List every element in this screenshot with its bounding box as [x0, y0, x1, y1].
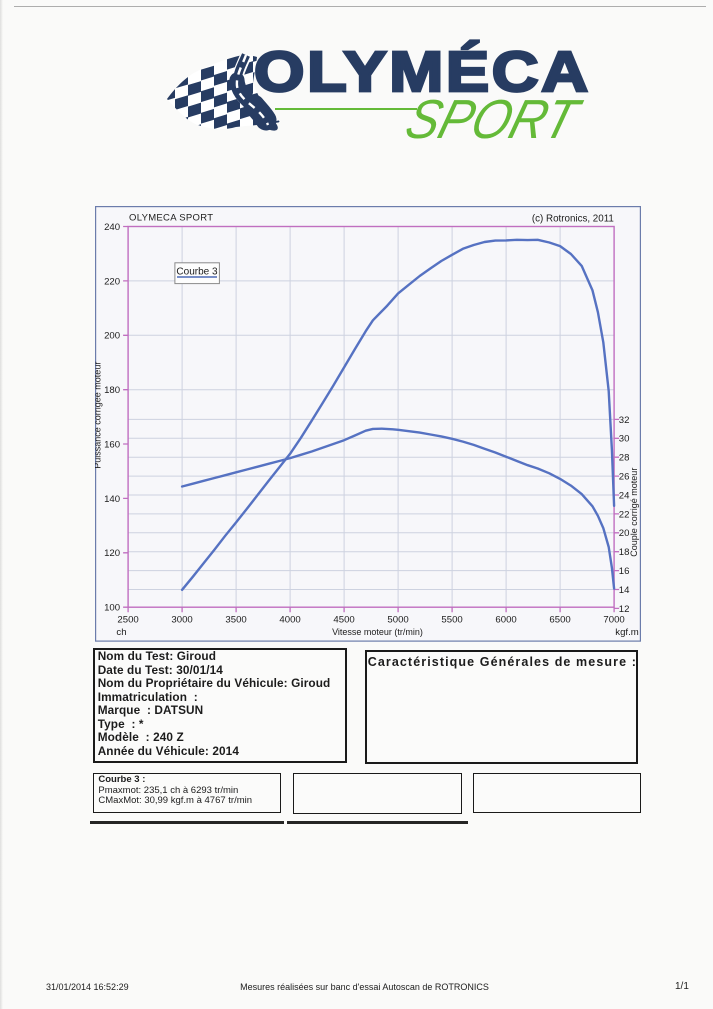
svg-text:Courbe 3: Courbe 3	[176, 266, 218, 277]
svg-text:OLYMECA SPORT: OLYMECA SPORT	[129, 212, 213, 223]
svg-text:30: 30	[618, 433, 629, 444]
svg-text:12: 12	[618, 604, 629, 615]
svg-text:kgf.m: kgf.m	[615, 627, 638, 638]
svg-text:5500: 5500	[441, 614, 462, 625]
svg-text:28: 28	[618, 452, 629, 463]
svg-text:160: 160	[104, 439, 120, 450]
svg-text:22: 22	[618, 509, 629, 520]
svg-text:Couple corrigé moteur: Couple corrigé moteur	[629, 467, 639, 556]
svg-text:(c) Rotronics, 2011: (c) Rotronics, 2011	[531, 213, 613, 224]
svg-text:6500: 6500	[549, 614, 570, 625]
svg-text:140: 140	[104, 494, 120, 505]
svg-text:5000: 5000	[387, 614, 408, 625]
svg-text:16: 16	[618, 566, 629, 577]
svg-text:180: 180	[104, 385, 120, 396]
svg-text:3500: 3500	[225, 614, 246, 625]
svg-text:3000: 3000	[171, 614, 192, 625]
svg-text:200: 200	[104, 330, 120, 341]
svg-text:220: 220	[104, 276, 120, 287]
svg-text:ch: ch	[116, 627, 126, 638]
svg-text:26: 26	[618, 471, 629, 482]
svg-text:2500: 2500	[117, 614, 138, 625]
svg-text:7000: 7000	[603, 614, 624, 625]
svg-text:14: 14	[618, 585, 629, 596]
svg-text:Vitesse moteur (tr/min): Vitesse moteur (tr/min)	[332, 627, 423, 637]
svg-text:Puissance corrigée moteur: Puissance corrigée moteur	[95, 361, 103, 468]
svg-text:24: 24	[618, 490, 629, 501]
svg-text:120: 120	[104, 548, 120, 559]
svg-text:4500: 4500	[333, 614, 354, 625]
svg-text:18: 18	[618, 547, 629, 558]
svg-text:240: 240	[104, 222, 120, 233]
svg-text:20: 20	[618, 528, 629, 539]
svg-text:6000: 6000	[495, 614, 516, 625]
svg-text:100: 100	[104, 602, 120, 613]
svg-text:32: 32	[618, 415, 629, 426]
svg-text:4000: 4000	[279, 614, 300, 625]
